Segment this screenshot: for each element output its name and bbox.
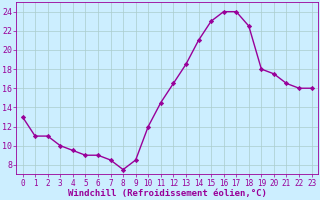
X-axis label: Windchill (Refroidissement éolien,°C): Windchill (Refroidissement éolien,°C) (68, 189, 267, 198)
